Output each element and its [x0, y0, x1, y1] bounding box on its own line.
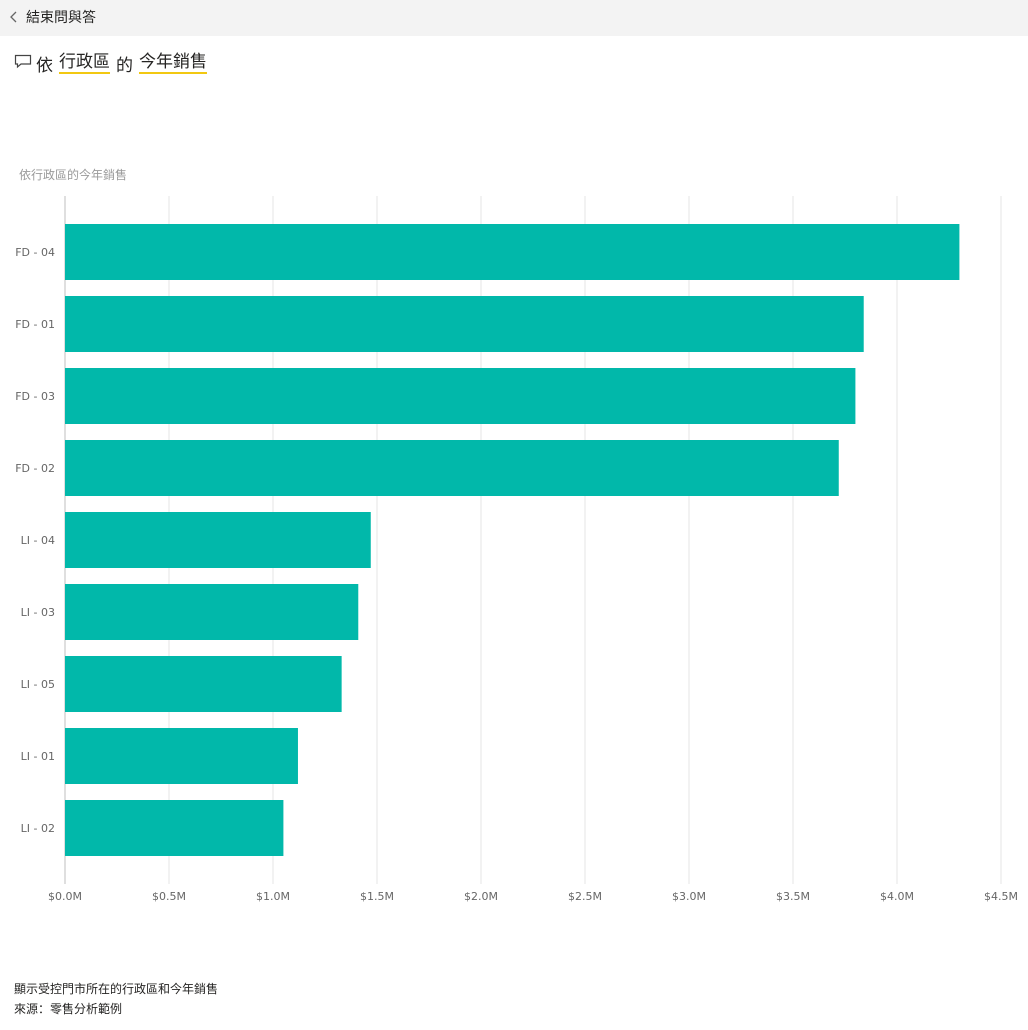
y-category-label: FD - 03	[15, 390, 55, 403]
x-tick-label: $3.0M	[672, 890, 706, 903]
y-category-label: FD - 01	[15, 318, 55, 331]
question-keyword-district[interactable]: 行政區	[59, 52, 110, 74]
bar[interactable]	[65, 728, 298, 784]
y-category-label: LI - 02	[21, 822, 55, 835]
x-tick-label: $0.0M	[48, 890, 82, 903]
bar[interactable]	[65, 656, 342, 712]
y-category-label: LI - 04	[21, 534, 55, 547]
y-category-label: FD - 02	[15, 462, 55, 475]
y-category-label: LI - 01	[21, 750, 55, 763]
bar[interactable]	[65, 368, 856, 424]
chart-description: 顯示受控門市所在的行政區和今年銷售	[14, 982, 219, 996]
bar[interactable]	[65, 440, 839, 496]
question-keyword-sales[interactable]: 今年銷售	[139, 52, 207, 74]
y-category-label: LI - 03	[21, 606, 55, 619]
chevron-left-icon	[8, 10, 20, 24]
chart-source: 來源：零售分析範例	[14, 1002, 123, 1016]
back-button[interactable]: 結束問與答	[8, 5, 96, 29]
x-tick-label: $1.5M	[360, 890, 394, 903]
x-tick-label: $3.5M	[776, 890, 810, 903]
y-category-label: LI - 05	[21, 678, 55, 691]
bar[interactable]	[65, 296, 864, 352]
bar[interactable]	[65, 512, 371, 568]
x-tick-label: $4.5M	[984, 890, 1018, 903]
question-prefix: 依	[36, 55, 53, 76]
qna-question[interactable]: 依 行政區 的 今年銷售	[14, 50, 207, 76]
chart-footer: 顯示受控門市所在的行政區和今年銷售 來源：零售分析範例	[14, 979, 218, 1019]
x-tick-label: $4.0M	[880, 890, 914, 903]
bar-chart: $0.0M $0.5M $1.0M $1.5M $2.0M $2.5M $3.0M $3.5M…	[15, 196, 1018, 903]
question-connector: 的	[116, 55, 133, 76]
bar[interactable]	[65, 224, 960, 280]
comment-icon	[14, 53, 32, 74]
y-category-label: FD - 04	[15, 246, 55, 259]
chart-title: 依行政區的今年銷售	[19, 168, 128, 182]
back-button-label: 結束問與答	[26, 10, 96, 26]
x-tick-label: $2.0M	[464, 890, 498, 903]
top-bar: 結束問與答	[0, 0, 1028, 36]
x-tick-label: $1.0M	[256, 890, 290, 903]
x-tick-label: $2.5M	[568, 890, 602, 903]
bar[interactable]	[65, 584, 359, 640]
bar[interactable]	[65, 800, 284, 856]
x-tick-label: $0.5M	[152, 890, 186, 903]
